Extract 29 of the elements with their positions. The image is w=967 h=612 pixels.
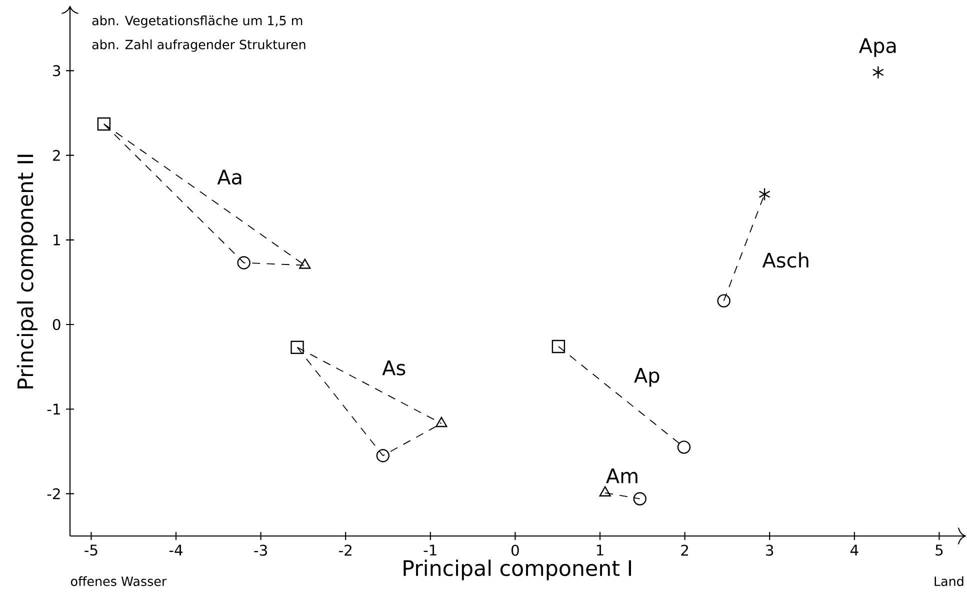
x-tick-label: 4 xyxy=(850,544,858,556)
series-label: Am xyxy=(606,468,638,484)
x-tick-label: 1 xyxy=(596,544,604,556)
series-label: Asch xyxy=(762,252,808,268)
x-tick-label: -4 xyxy=(169,544,182,556)
x-axis-title: Principal component I xyxy=(404,560,631,580)
y-tick-label: -1 xyxy=(47,404,60,414)
x-tick-label: 0 xyxy=(512,544,519,556)
series-label: As xyxy=(382,360,406,376)
x-tick-label: 5 xyxy=(936,544,943,556)
y-tick-label: 3 xyxy=(53,65,60,76)
series-label: Apa xyxy=(858,38,896,58)
x-tick-label: -2 xyxy=(339,544,352,556)
series-label: Aa xyxy=(217,170,242,185)
text: Land xyxy=(934,576,964,586)
text: offenes Wasser xyxy=(70,576,167,586)
x-tick-label: 3 xyxy=(766,544,774,556)
y-tick-label: 1 xyxy=(54,234,60,246)
y-tick-label: 2 xyxy=(53,150,60,161)
annotation: abn. Zahl aufragender Strukturen xyxy=(92,40,306,52)
x-tick-label: -5 xyxy=(84,544,98,556)
x-tick-label: 2 xyxy=(681,544,688,556)
series-label: Ap xyxy=(634,368,660,387)
y-tick-label: -2 xyxy=(47,488,60,500)
x-tick-label: -3 xyxy=(254,544,267,556)
annotation: abn. Vegetationsfläche um 1,5 m xyxy=(92,16,302,28)
y-tick-label: 0 xyxy=(52,318,60,330)
y-axis-title: Principal component II xyxy=(16,154,38,388)
x-tick-label: -1 xyxy=(424,544,436,556)
